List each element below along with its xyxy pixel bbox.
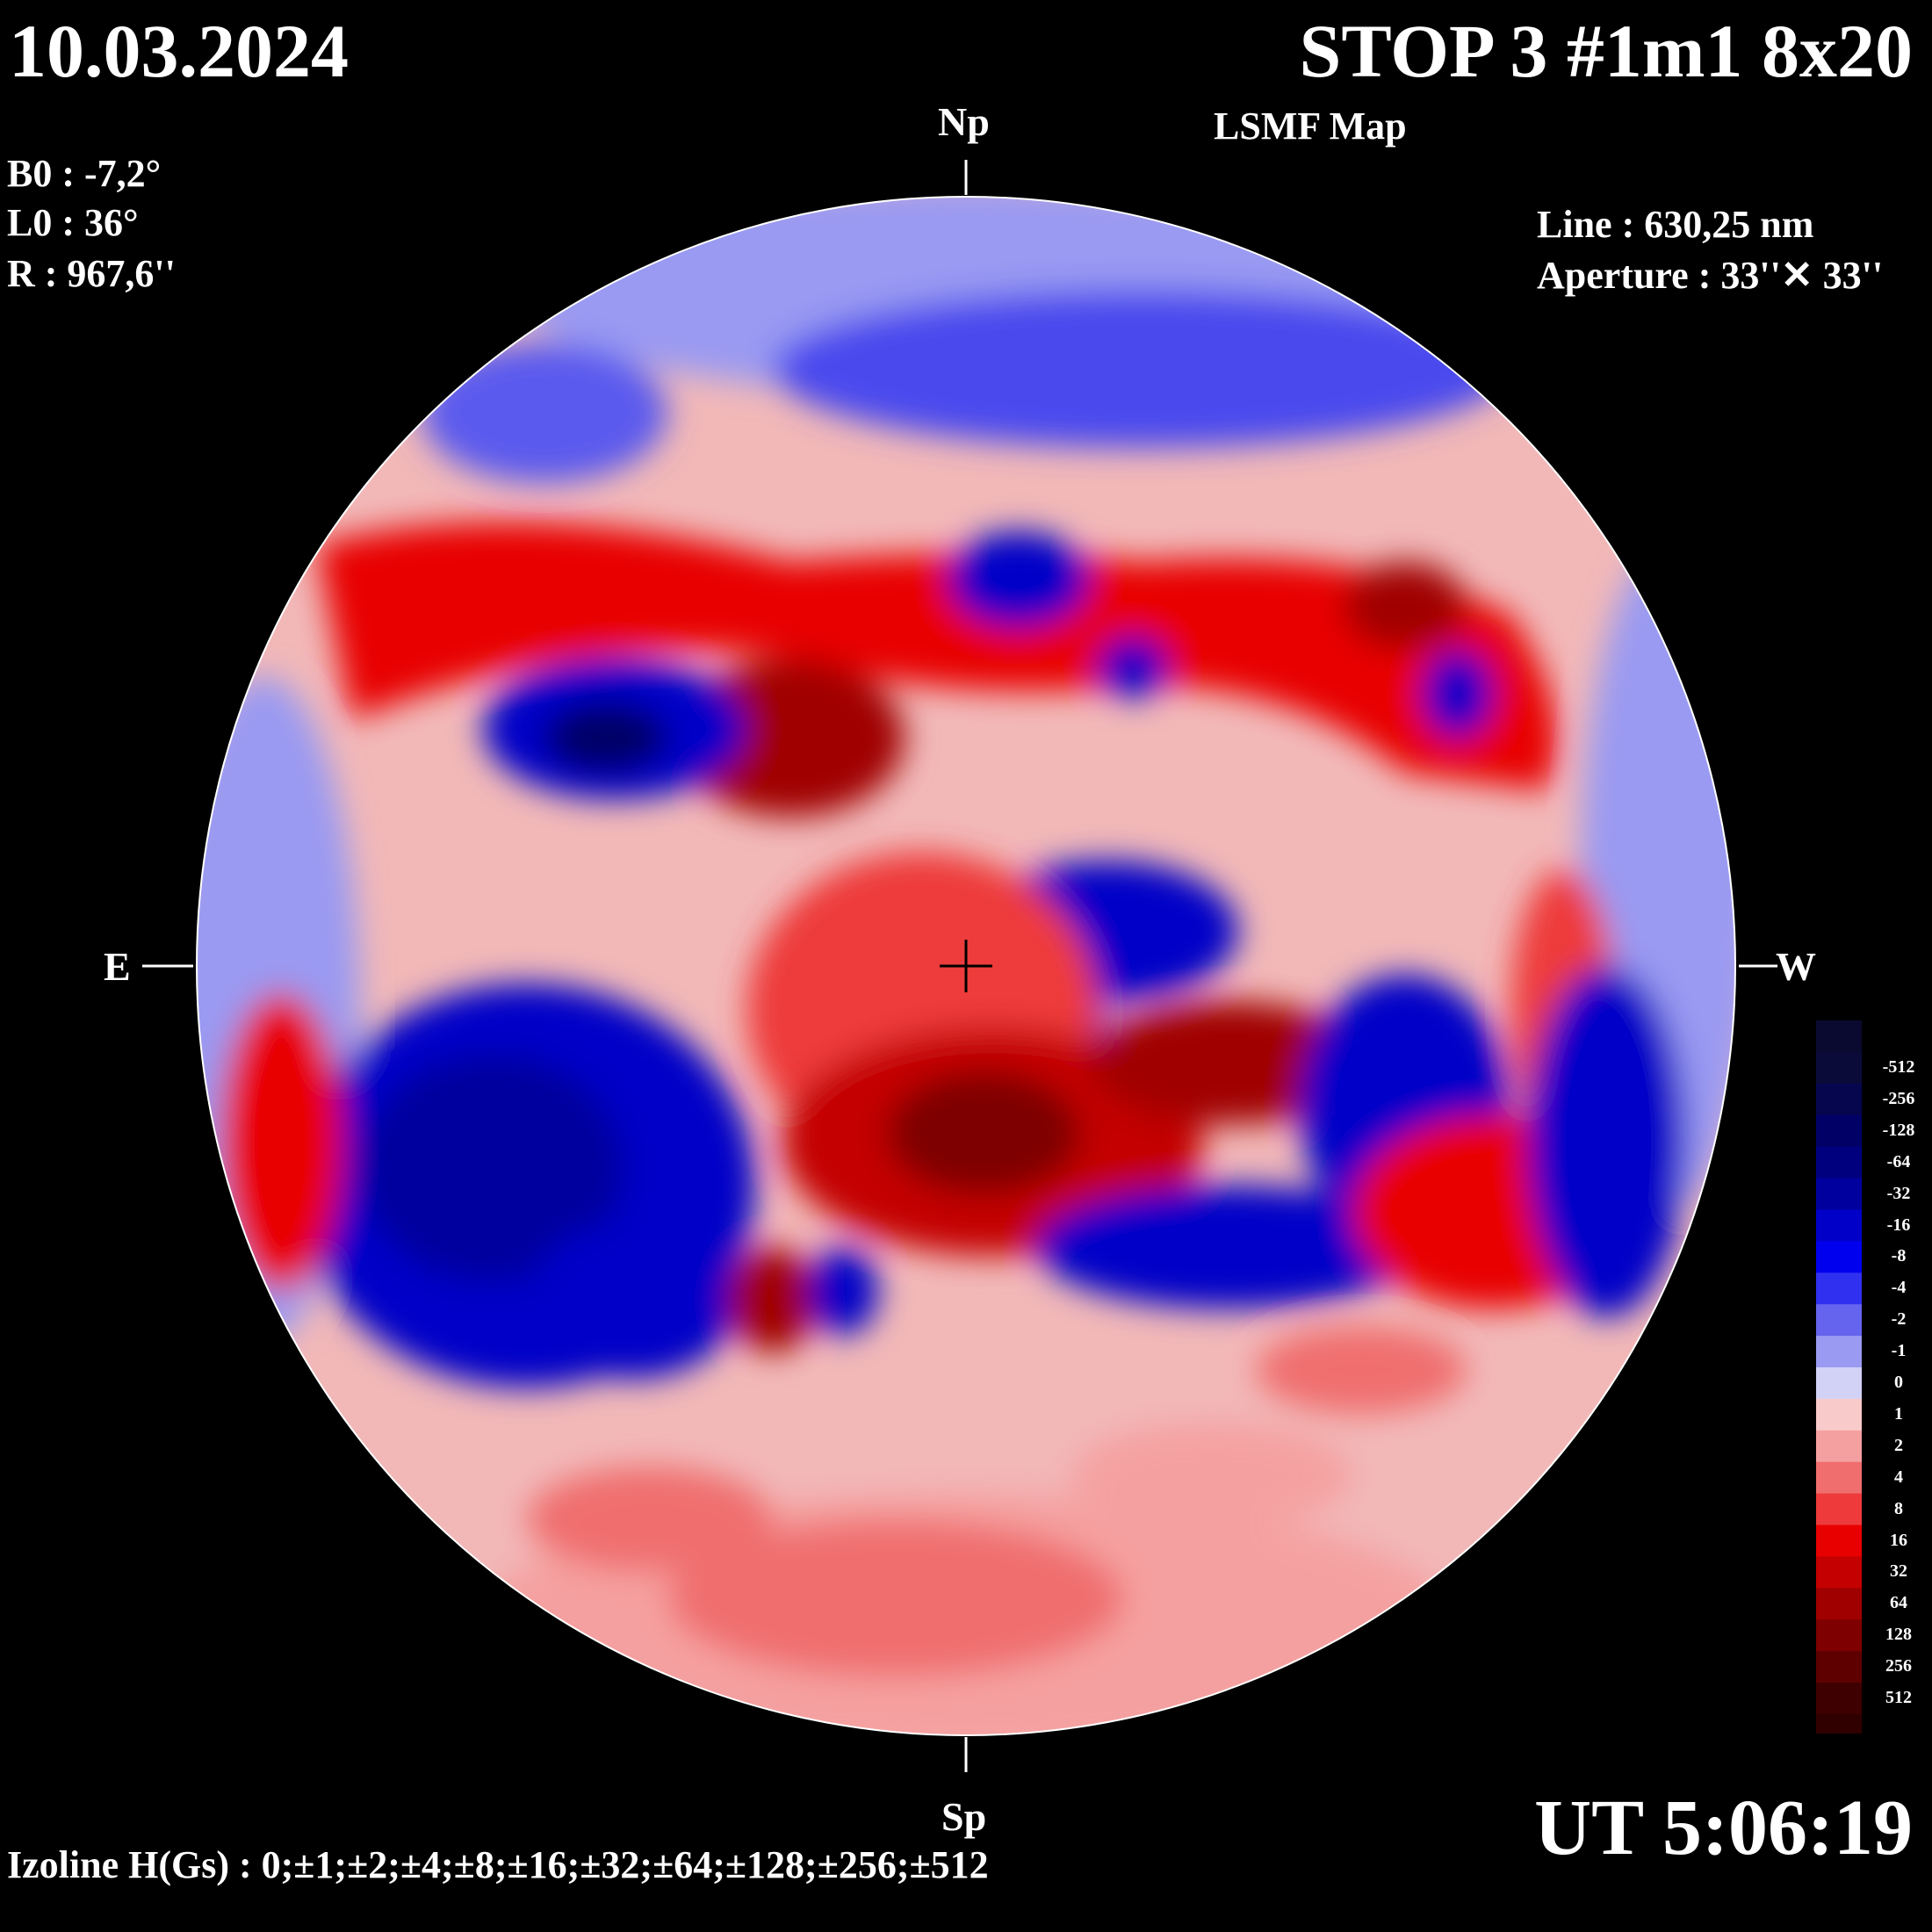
colorbar-cap [1816,1020,1862,1052]
colorbar-label: -64 [1886,1151,1911,1171]
colorbar-label: 64 [1890,1593,1907,1613]
colorbar-label: -2 [1891,1309,1907,1330]
izoline-legend: Izoline H(Gs) : 0;±1;±2;±4;±8;±16;±32;±6… [7,1843,989,1886]
colorbar-label: -256 [1882,1088,1915,1108]
colorbar-swatch [1816,1461,1862,1495]
north-pole-label: Np [938,99,990,144]
center-crosshair [940,940,992,992]
west-label: W [1776,944,1816,989]
colorbar [1816,1020,1862,1734]
colorbar-swatch [1816,1525,1862,1557]
colorbar-label: 512 [1885,1688,1912,1707]
colorbar-label: 2 [1894,1435,1903,1455]
colorbar-swatch [1816,1619,1862,1652]
aperture: Aperture : 33''✕ 33'' [1537,254,1884,297]
colorbar-swatch [1816,1178,1862,1210]
colorbar-label: 128 [1885,1625,1912,1645]
colorbar-swatch [1816,1304,1862,1337]
colorbar-label: -4 [1891,1278,1907,1298]
colorbar-label: -512 [1882,1057,1915,1077]
colorbar-swatch [1816,1241,1862,1273]
colorbar-label: -1 [1891,1341,1907,1361]
colorbar-cap [1816,1713,1862,1734]
colorbar-swatch [1816,1336,1862,1368]
colorbar-label: 256 [1885,1656,1912,1676]
colorbar-swatch [1816,1588,1862,1620]
map-subtitle: LSMF Map [1214,105,1407,148]
colorbar-swatch [1816,1209,1862,1242]
b0-parameter: B0 : -7,2° [7,152,162,195]
colorbar-swatch [1816,1052,1862,1085]
colorbar-swatch [1816,1398,1862,1431]
colorbar-swatch [1816,1083,1862,1116]
colorbar-swatch [1816,1430,1862,1463]
colorbar-label: 0 [1894,1373,1903,1392]
colorbar-swatch [1816,1651,1862,1683]
colorbar-label: 16 [1890,1530,1907,1550]
radius-parameter: R : 967,6'' [7,252,176,295]
south-pole-label: Sp [941,1794,987,1839]
universal-time: UT 5:06:19 [1534,1784,1913,1871]
colorbar-swatch [1816,1146,1862,1179]
colorbar-label: -16 [1886,1215,1911,1235]
colorbar-label: -32 [1886,1183,1911,1203]
colorbar-label: -128 [1882,1120,1915,1140]
colorbar-swatch [1816,1272,1862,1305]
colorbar-swatch [1816,1493,1862,1525]
solar-disk [197,197,1735,1735]
colorbar-swatch [1816,1114,1862,1148]
colorbar-swatch [1816,1556,1862,1589]
l0-parameter: L0 : 36° [7,201,139,244]
colorbar-label: 8 [1894,1498,1903,1518]
observation-date: 10.03.2024 [9,9,349,93]
colorbar-swatch [1816,1367,1862,1400]
colorbar-label: 4 [1894,1467,1903,1487]
colorbar-label: 1 [1894,1403,1903,1424]
colorbar-label: 32 [1890,1561,1907,1582]
east-label: E [104,944,131,989]
colorbar-label: -8 [1891,1246,1907,1266]
spectral-line: Line : 630,25 nm [1537,203,1814,246]
colorbar-swatch [1816,1683,1862,1715]
map-title: STOP 3 #1m1 8x20 [1299,9,1913,93]
